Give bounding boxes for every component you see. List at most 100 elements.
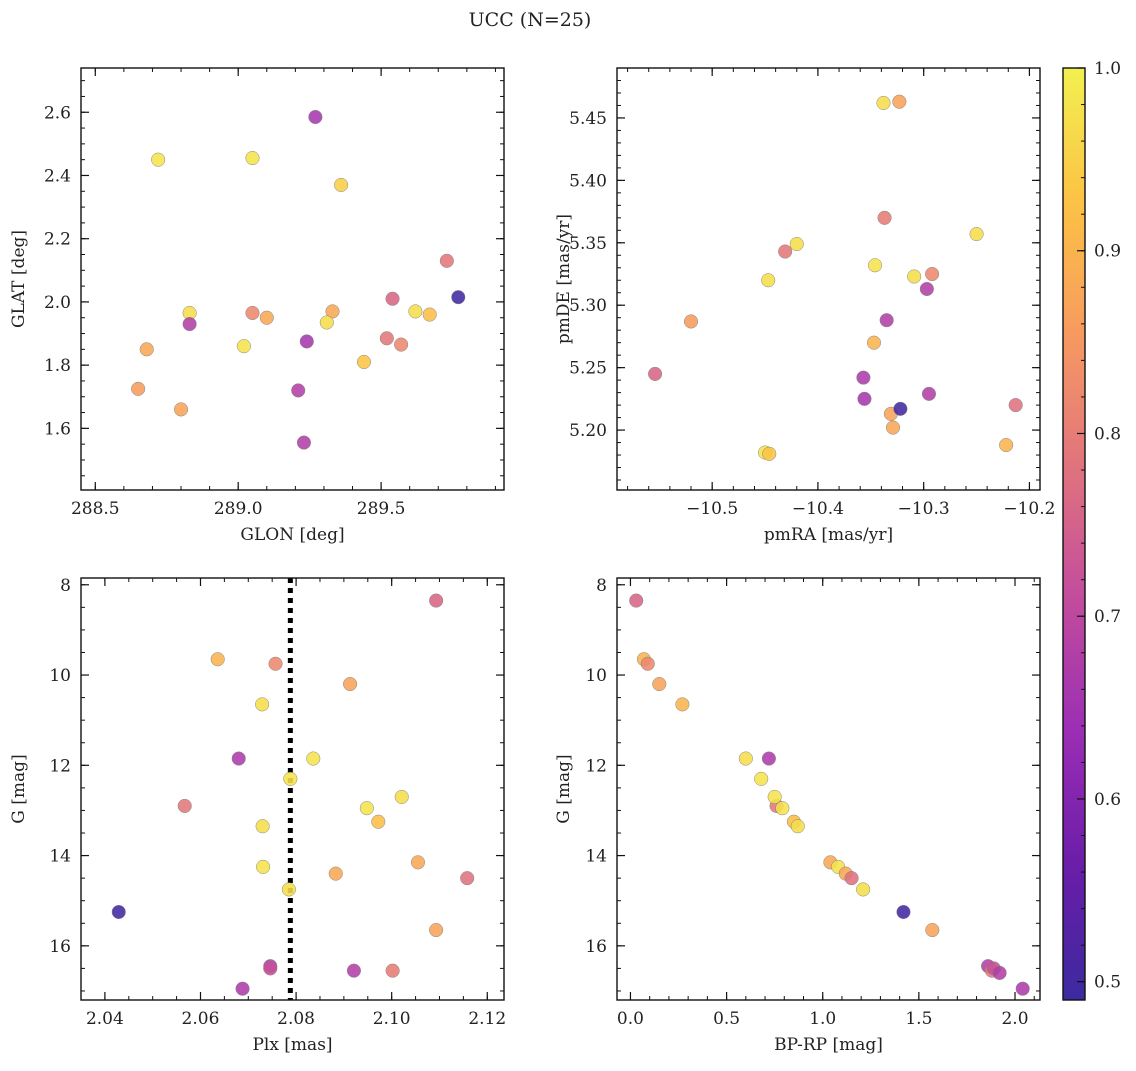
- scatter-point: [439, 253, 454, 268]
- scatter-point: [640, 656, 655, 671]
- scatter-point: [343, 677, 358, 692]
- scatter-point: [429, 922, 444, 938]
- scatter-point: [236, 339, 251, 354]
- scatter-points: [629, 593, 1030, 996]
- y-tick-label: 5.25: [569, 359, 607, 379]
- y-tick-label: 5.40: [569, 171, 607, 191]
- scatter-points: [111, 593, 475, 996]
- scatter-point: [328, 866, 343, 881]
- scatter-point: [255, 819, 270, 834]
- colorbar-frame: [1062, 67, 1086, 1001]
- y-tick-label: 12: [49, 756, 71, 776]
- scatter-point: [761, 273, 776, 288]
- y-tick-label: 16: [49, 937, 71, 957]
- scatter-point: [866, 335, 882, 350]
- scatter-point: [1015, 981, 1030, 996]
- y-tick-label: 5.30: [569, 296, 607, 316]
- scatter-point: [925, 266, 940, 282]
- figure-title: UCC (N=25): [469, 9, 592, 31]
- scatter-point: [877, 210, 892, 225]
- scatter-point: [648, 366, 663, 381]
- scatter-point: [429, 593, 444, 608]
- y-tick-label: 2.6: [44, 103, 71, 123]
- x-tick-label: 2.12: [468, 1009, 506, 1029]
- axes-frame: [80, 67, 505, 491]
- scatter-point: [885, 420, 901, 435]
- colorbar-tick-label: 0.5: [1094, 973, 1121, 993]
- scatter-point: [346, 963, 361, 978]
- subplot-4: 0.0 0.5 1.0 1.5 2.0 8 10 12 14 16 BP-RP [mag] G [ma…: [554, 576, 1041, 1055]
- minor-ticks: [617, 578, 1040, 1000]
- scatter-point: [408, 304, 423, 319]
- y-tick-label: 5.45: [569, 109, 607, 129]
- y-tick-label: 8: [596, 576, 607, 596]
- x-tick-label: 2.04: [86, 1009, 124, 1029]
- x-tick-label: 289.0: [214, 499, 263, 519]
- scatter-point: [451, 290, 466, 305]
- scatter-point: [281, 882, 296, 897]
- plots-group: 288.5 289.0 289.5 1.6 1.8 2.0 2.2 2.4 2.6 GLON [d…: [9, 67, 1055, 1055]
- scatter-point: [1008, 398, 1023, 413]
- x-axis-label: BP-RP [mag]: [774, 1035, 883, 1055]
- scatter-point: [778, 244, 793, 259]
- scatter-point: [844, 871, 859, 886]
- scatter-point: [762, 446, 777, 461]
- x-tick-label: 1.0: [809, 1009, 836, 1029]
- scatter-point: [111, 904, 126, 920]
- scatter-point: [245, 151, 260, 166]
- x-tick-label: 0.0: [617, 1009, 644, 1029]
- scatter-point: [291, 383, 306, 398]
- x-tick-label: 1.5: [905, 1009, 932, 1029]
- colorbar: 0.5 0.6 0.7 0.8 0.9 1.0: [1062, 59, 1121, 1001]
- y-axis-label: pmDE [mas/yr]: [554, 214, 574, 344]
- x-tick-label: 2.0: [1001, 1009, 1028, 1029]
- x-tick-label: 288.5: [71, 499, 120, 519]
- y-tick-label: 2.2: [44, 230, 71, 250]
- y-axis-label: G [mag]: [554, 754, 574, 823]
- scatter-point: [356, 354, 372, 370]
- y-axis-label: GLAT [deg]: [9, 230, 29, 328]
- scatter-point: [921, 386, 937, 401]
- scatter-point: [879, 313, 894, 328]
- scatter-point: [299, 334, 314, 349]
- scatter-point: [754, 771, 769, 786]
- axes-frame: [616, 577, 1041, 1001]
- x-tick-label: 0.5: [713, 1009, 740, 1029]
- scatter-point: [896, 904, 911, 920]
- x-tick-label: 2.06: [182, 1009, 220, 1029]
- colorbar-tick-label: 1.0: [1094, 59, 1121, 79]
- subplot-2: −10.5 −10.4 −10.3 −10.2 5.20 5.25 5.30 5.35 5.40…: [554, 67, 1055, 545]
- scatter-point: [319, 315, 334, 330]
- x-axis-label: pmRA [mas/yr]: [764, 525, 893, 545]
- x-tick-label: −10.4: [792, 499, 844, 519]
- y-tick-label: 2.0: [44, 293, 71, 313]
- y-tick-label: 14: [49, 847, 71, 867]
- scatter-point: [308, 109, 323, 125]
- colorbar-tick-label: 0.6: [1094, 790, 1121, 810]
- scatter-point: [460, 871, 475, 886]
- scatter-point: [999, 438, 1014, 453]
- scatter-point: [892, 94, 907, 109]
- scatter-point: [761, 751, 776, 766]
- scatter-point: [359, 801, 374, 816]
- scatter-point: [652, 677, 667, 692]
- colorbar-tick-label: 0.8: [1094, 424, 1121, 444]
- colorbar-tick-label: 0.7: [1094, 607, 1121, 627]
- scatter-point: [283, 771, 298, 786]
- minor-ticks: [81, 68, 504, 490]
- scatter-point: [969, 227, 984, 242]
- scatter-point: [992, 965, 1007, 980]
- scatter-point: [259, 310, 274, 325]
- scatter-point: [151, 152, 166, 167]
- y-axis-label: G [mag]: [9, 754, 29, 823]
- scatter-point: [789, 236, 804, 252]
- scatter-point: [394, 789, 409, 804]
- scatter-point: [856, 370, 871, 385]
- scatter-point: [394, 337, 409, 352]
- scatter-point: [919, 281, 934, 297]
- y-tick-label: 1.6: [44, 419, 71, 439]
- scatter-point: [385, 291, 400, 306]
- scatter-point: [139, 342, 154, 357]
- scatter-point: [131, 381, 146, 396]
